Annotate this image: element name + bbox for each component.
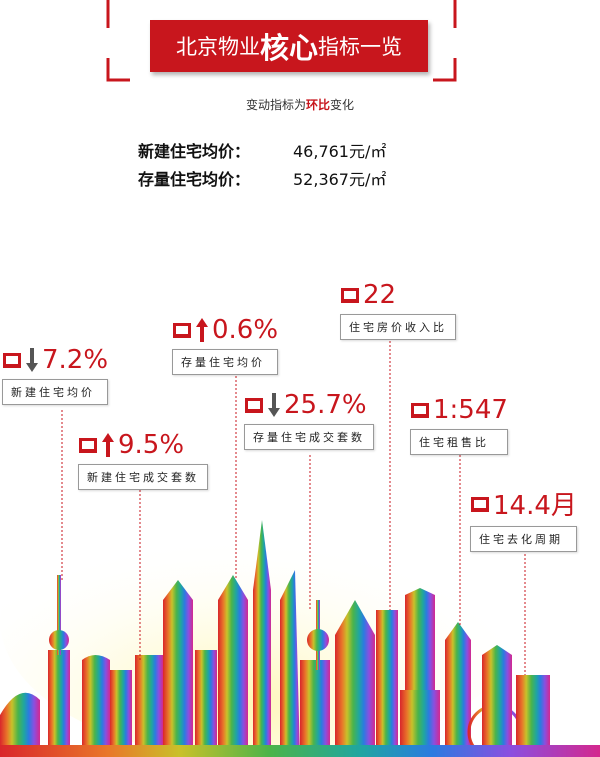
price-row: 新建住宅均价： 46,761元/㎡ <box>138 138 386 162</box>
icon <box>173 323 191 338</box>
subtitle-emph: 环比 <box>305 98 330 112</box>
frame-top <box>106 0 457 28</box>
indicator-head: 14.4月 <box>470 485 577 522</box>
indicator: 25.7% 存量住宅成交套数 <box>244 390 374 450</box>
arrow-up <box>196 318 208 342</box>
indicator-value: 0.6% <box>212 315 279 345</box>
arrow-up <box>102 433 114 457</box>
indicator-label: 新建住宅均价 <box>2 379 109 405</box>
icon <box>3 353 21 368</box>
indicator: 1:547 住宅租售比 <box>410 395 508 455</box>
indicator-head: 0.6% <box>172 315 278 345</box>
icon <box>411 403 429 418</box>
indicator: 7.2% 新建住宅均价 <box>2 345 109 405</box>
price-label: 新建住宅均价： <box>138 142 251 161</box>
indicator-head: 9.5% <box>78 430 208 460</box>
price-row: 存量住宅均价： 52,367元/㎡ <box>138 166 386 190</box>
icon <box>341 288 359 303</box>
indicator-head: 1:547 <box>410 395 508 425</box>
indicator-value: 14.4月 <box>493 491 577 521</box>
icon <box>471 496 489 512</box>
indicator-value: 9.5% <box>118 430 185 460</box>
price-value: 52,367元/㎡ <box>293 170 387 189</box>
indicator-value: 1:547 <box>433 395 508 425</box>
price-label: 存量住宅均价： <box>138 170 251 189</box>
subtitle-text: 变动指标为 <box>245 98 306 112</box>
skyline <box>0 520 600 757</box>
indicator-value: 25.7% <box>284 390 367 420</box>
indicator: 0.6% 存量住宅均价 <box>172 315 279 375</box>
title-text: 指标一览 <box>318 35 402 59</box>
arrow-down <box>268 393 280 417</box>
indicator: 9.5% 新建住宅成交套数 <box>78 430 208 490</box>
title: 北京物业 核心 指标一览 <box>150 20 428 72</box>
indicator-label: 新建住宅成交套数 <box>78 464 208 490</box>
indicator-value: 7.2% <box>42 345 109 375</box>
leader-lines <box>61 337 526 675</box>
arrow-down <box>26 348 38 372</box>
indicator-label: 住宅房价收入比 <box>340 314 456 340</box>
indicator: 14.4月住宅去化周期 <box>470 485 577 552</box>
price-value: 46,761元/㎡ <box>293 142 387 161</box>
indicator-head: 22 <box>340 280 456 310</box>
indicator-label: 存量住宅均价 <box>172 349 279 375</box>
subtitle: 变动指标为环比变化 <box>0 96 600 113</box>
indicator-value: 22 <box>363 280 397 310</box>
indicator-head: 7.2% <box>2 345 108 375</box>
subtitle-text: 变化 <box>330 98 355 112</box>
title-emph: 核心 <box>259 31 318 65</box>
frame-bottom <box>106 58 457 82</box>
title-text: 北京物业 <box>175 35 260 59</box>
icon <box>79 438 97 453</box>
indicator-head: 25.7% <box>244 390 374 420</box>
indicator-label: 住宅去化周期 <box>470 526 577 552</box>
indicator: 22 住宅房价收入比 <box>340 280 456 340</box>
icon <box>245 398 263 413</box>
indicator-label: 存量住宅成交套数 <box>244 424 374 450</box>
indicator-label: 住宅租售比 <box>410 429 508 455</box>
